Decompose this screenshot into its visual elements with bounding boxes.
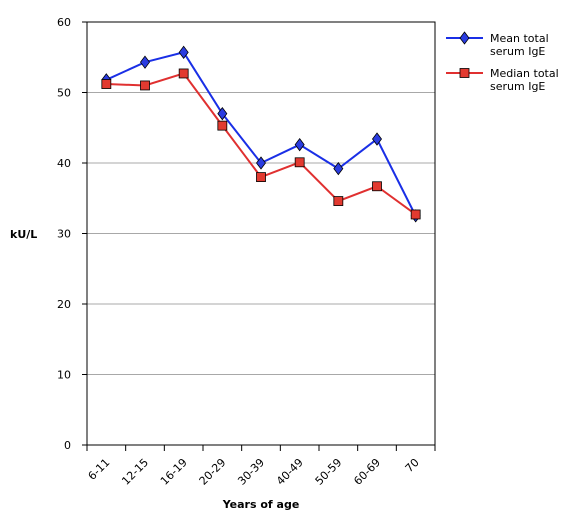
data-point [294, 138, 305, 152]
legend-marker [459, 31, 470, 45]
series-line-0 [105, 51, 417, 217]
data-point [333, 161, 344, 176]
legend-marker [459, 68, 470, 78]
data-point [217, 106, 228, 121]
y-tick-label: 60 [57, 16, 71, 29]
x-tick-label: 6-11 [86, 456, 113, 483]
x-tick-label: 70 [403, 456, 422, 475]
legend-label: Mean total [490, 32, 549, 45]
y-tick-label: 20 [57, 298, 71, 311]
x-tick-label: 40-49 [274, 456, 306, 488]
axes: 0 10 20 30 40 50 60 6-11 12-15 16-19 20-29 30-39 40-… [57, 16, 436, 488]
data-point [372, 181, 382, 192]
data-point [178, 68, 189, 79]
series-layer [101, 45, 421, 223]
y-tick-label: 40 [57, 157, 71, 170]
x-tick-label: 60-69 [351, 456, 383, 488]
y-tick-label: 0 [64, 439, 71, 452]
data-point [410, 209, 421, 220]
data-point [101, 79, 112, 89]
x-tick-label: 12-15 [119, 456, 151, 488]
data-point [333, 196, 344, 206]
data-point [139, 55, 151, 69]
y-axis-title: kU/L [10, 228, 37, 241]
data-point [178, 45, 189, 59]
x-tick-label: 50-59 [313, 456, 345, 488]
legend-label: serum IgE [490, 45, 545, 58]
data-point [372, 132, 382, 146]
data-point [140, 80, 150, 91]
data-point [256, 172, 266, 183]
y-tick-label: 30 [57, 228, 71, 241]
data-point [217, 120, 228, 131]
y-tick-label: 10 [57, 369, 71, 382]
data-point [294, 157, 305, 168]
legend-label: serum IgE [490, 80, 545, 93]
x-tick-label: 30-39 [235, 456, 267, 488]
y-tick-label: 50 [57, 87, 71, 100]
x-tick-label: 20-29 [197, 456, 229, 488]
grid-lines [87, 92, 435, 375]
x-tick-label: 16-19 [158, 456, 190, 488]
data-point [256, 156, 266, 170]
x-axis-title: Years of age [222, 498, 300, 511]
legend-label: Median total [490, 67, 559, 80]
